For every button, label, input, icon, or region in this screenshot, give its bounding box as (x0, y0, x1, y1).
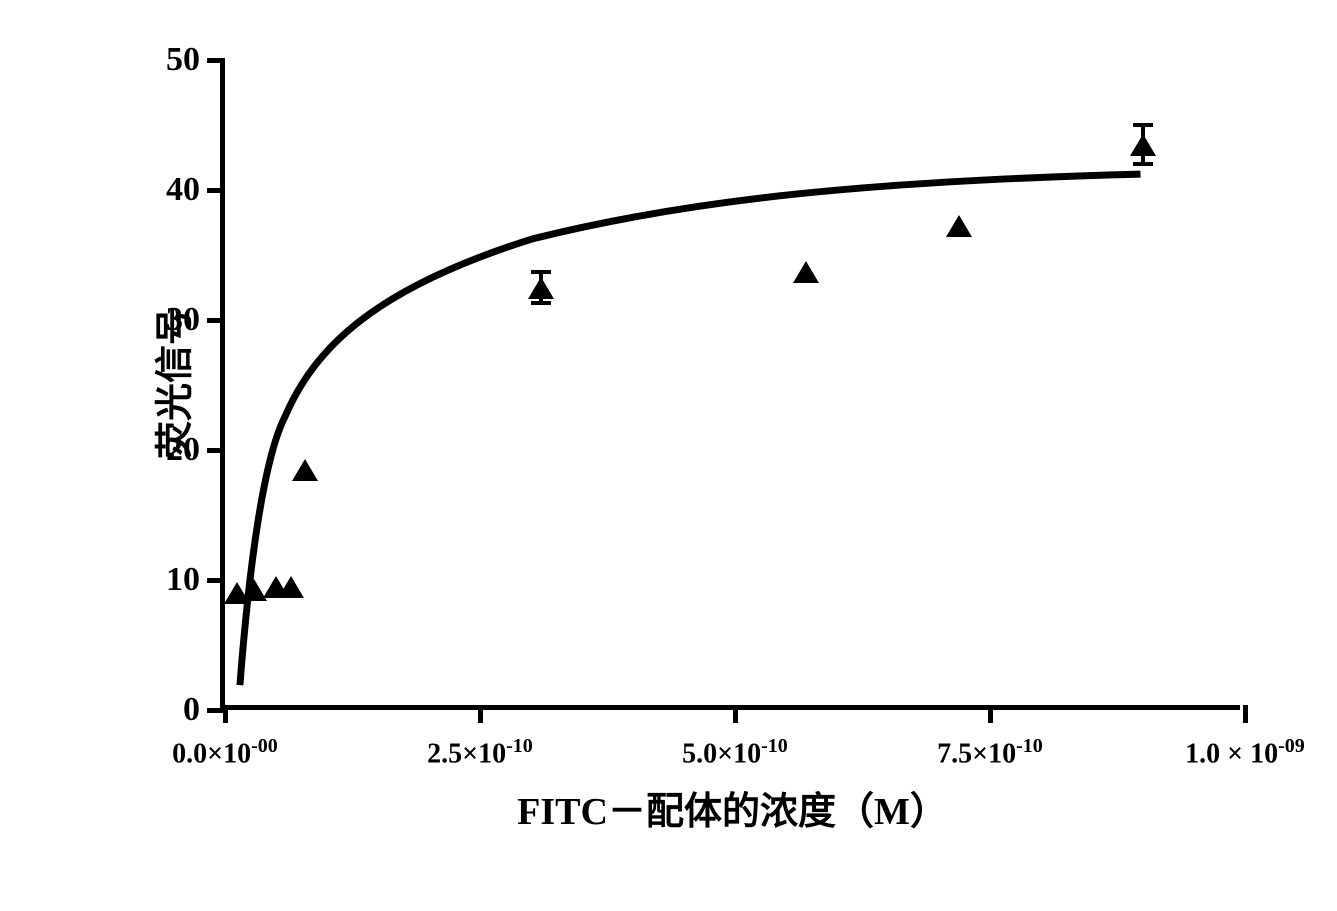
data-marker (528, 277, 554, 299)
data-marker (292, 459, 318, 481)
data-marker (278, 576, 304, 598)
y-tick-label: 30 (145, 301, 200, 339)
data-marker (793, 261, 819, 283)
y-tick-label: 20 (145, 431, 200, 469)
y-tick (207, 318, 225, 323)
data-marker (946, 215, 972, 237)
y-tick-label: 10 (145, 561, 200, 599)
error-cap (1133, 123, 1153, 127)
x-tick (478, 705, 483, 723)
plot-area: 荧光信号 FITC－配体的浓度（M） 010203040500.0×10-002… (220, 60, 1240, 710)
x-axis-label: FITC－配体的浓度（M） (517, 780, 948, 835)
x-tick-label: 0.0×10-00 (172, 735, 278, 770)
x-tick (1243, 705, 1248, 723)
y-tick (207, 58, 225, 63)
x-tick-label: 1.0 × 10-09 (1185, 735, 1305, 770)
error-cap (531, 270, 551, 274)
chart-container: 荧光信号 FITC－配体的浓度（M） 010203040500.0×10-002… (100, 40, 1280, 860)
data-marker (1130, 134, 1156, 156)
x-tick-label: 5.0×10-10 (682, 735, 788, 770)
x-tick-label: 7.5×10-10 (937, 735, 1043, 770)
y-tick (207, 578, 225, 583)
y-tick-label: 0 (145, 691, 200, 729)
fit-curve (225, 60, 1240, 705)
y-tick-label: 50 (145, 41, 200, 79)
y-tick (207, 188, 225, 193)
y-tick-label: 40 (145, 171, 200, 209)
x-tick (988, 705, 993, 723)
x-tick (223, 705, 228, 723)
error-cap (531, 301, 551, 305)
error-cap (1133, 162, 1153, 166)
x-tick (733, 705, 738, 723)
y-tick (207, 448, 225, 453)
x-tick-label: 2.5×10-10 (427, 735, 533, 770)
